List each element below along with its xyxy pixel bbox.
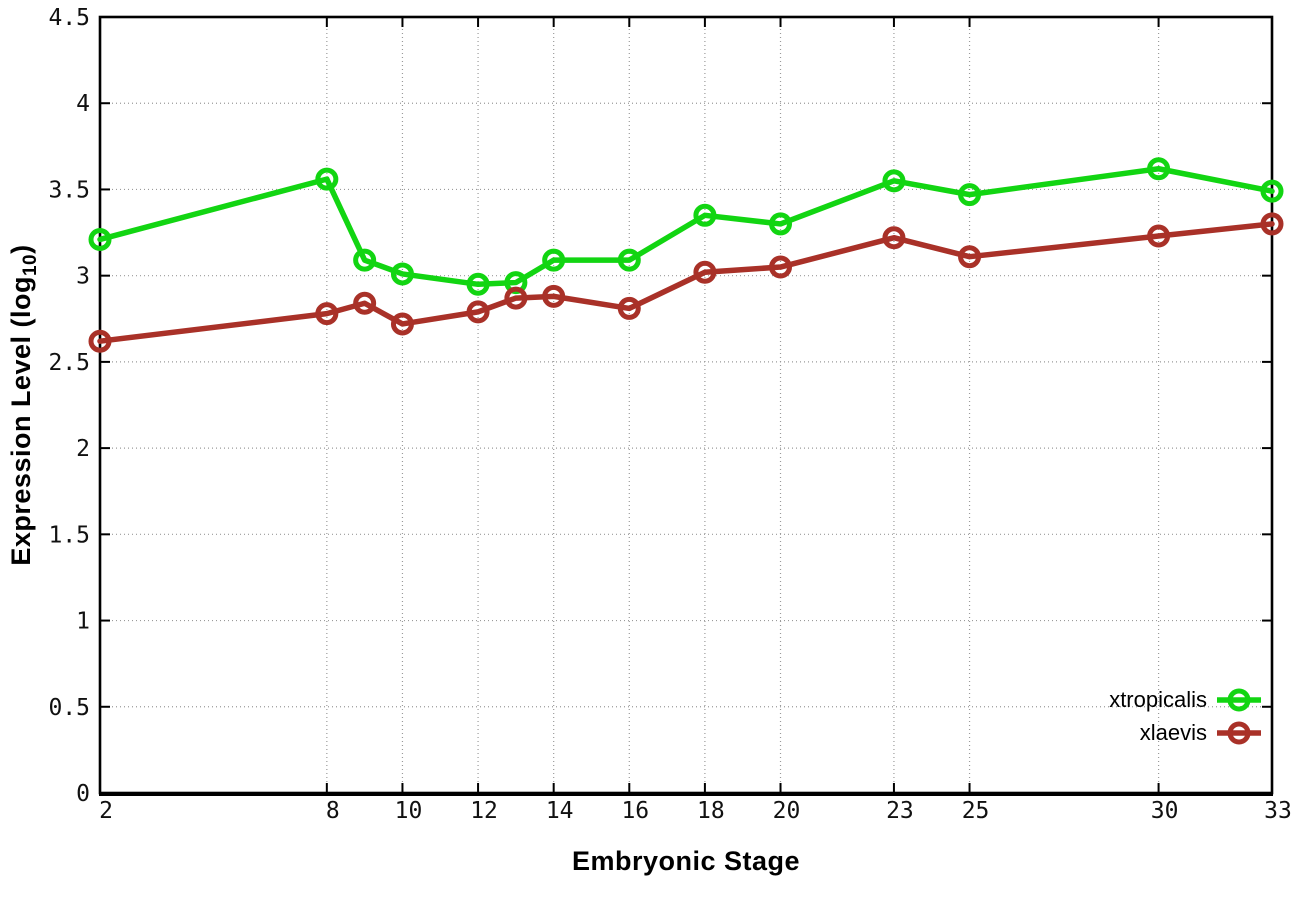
legend-label-xtropicalis: xtropicalis xyxy=(1109,686,1207,712)
data-point-xlaevis xyxy=(353,291,377,315)
series-line-xlaevis xyxy=(97,221,1275,344)
x-tick-label: 20 xyxy=(773,798,801,824)
y-tick-label: 2.5 xyxy=(48,350,90,376)
y-tick-label: 0.5 xyxy=(48,695,90,721)
data-point-xlaevis xyxy=(769,255,793,279)
y-tick-label: 3 xyxy=(76,264,90,290)
legend-entry: xtropicalis xyxy=(1109,684,1262,715)
y-axis-title: Expression Level (log10) xyxy=(6,244,42,565)
data-point-xtropicalis xyxy=(1260,179,1284,203)
x-tick-label: 16 xyxy=(621,798,649,824)
data-point-xtropicalis xyxy=(353,248,377,272)
x-tick-label: 23 xyxy=(886,798,914,824)
x-tick-label: 12 xyxy=(470,798,498,824)
y-tick-label: 2 xyxy=(76,436,90,462)
data-point-xtropicalis xyxy=(693,203,717,227)
x-tick-label: 10 xyxy=(395,798,423,824)
data-point-xtropicalis xyxy=(390,262,414,286)
data-point-xlaevis xyxy=(315,302,339,326)
y-axis-title-subscript: 10 xyxy=(20,253,41,277)
data-point-xlaevis xyxy=(390,312,414,336)
legend-label-xlaevis: xlaevis xyxy=(1139,719,1207,745)
data-point-xtropicalis xyxy=(466,272,490,296)
data-point-xlaevis xyxy=(88,329,112,353)
data-point-xtropicalis xyxy=(88,227,112,251)
data-point-xtropicalis xyxy=(882,169,906,193)
legend-marker-icon xyxy=(1217,688,1261,711)
data-point-xlaevis xyxy=(958,245,982,269)
data-point-xlaevis xyxy=(466,300,490,324)
x-tick-label: 18 xyxy=(697,798,725,824)
data-point-xlaevis xyxy=(1147,224,1171,248)
y-axis-title-suffix: ) xyxy=(6,244,36,254)
x-tick-label: 25 xyxy=(962,798,990,824)
data-point-xtropicalis xyxy=(769,212,793,236)
x-tick-label: 33 xyxy=(1264,798,1292,824)
legend-marker-icon xyxy=(1217,721,1261,744)
data-point-xlaevis xyxy=(504,286,528,310)
x-tick-label: 30 xyxy=(1151,798,1179,824)
data-point-xlaevis xyxy=(617,296,641,320)
data-point-xtropicalis xyxy=(542,248,566,272)
plot-border xyxy=(98,15,1274,795)
x-tick-label: 14 xyxy=(546,798,574,824)
y-tick-label: 3.5 xyxy=(48,177,90,203)
y-tick-label: 1 xyxy=(76,609,90,635)
y-tick-label: 0 xyxy=(76,781,90,807)
y-axis-title-text: Expression Level (log xyxy=(6,276,36,566)
data-point-xtropicalis xyxy=(1147,157,1171,181)
legend: xtropicalis xlaevis xyxy=(1109,684,1262,748)
data-point-xlaevis xyxy=(1260,212,1284,236)
data-point-xlaevis xyxy=(542,284,566,308)
data-point-xtropicalis xyxy=(958,183,982,207)
data-point-xlaevis xyxy=(693,260,717,284)
x-axis-title: Embryonic Stage xyxy=(571,846,801,876)
data-point-xlaevis xyxy=(882,226,906,250)
x-tick-label: 8 xyxy=(326,798,340,824)
legend-entry: xlaevis xyxy=(1109,717,1262,748)
y-tick-label: 1.5 xyxy=(48,522,90,548)
y-tick-label: 4.5 xyxy=(48,5,90,31)
y-tick-label: 4 xyxy=(76,91,90,117)
series-line-xtropicalis xyxy=(97,166,1275,288)
data-point-xtropicalis xyxy=(315,167,339,191)
x-tick-label: 2 xyxy=(99,798,113,824)
data-point-xtropicalis xyxy=(617,248,641,272)
